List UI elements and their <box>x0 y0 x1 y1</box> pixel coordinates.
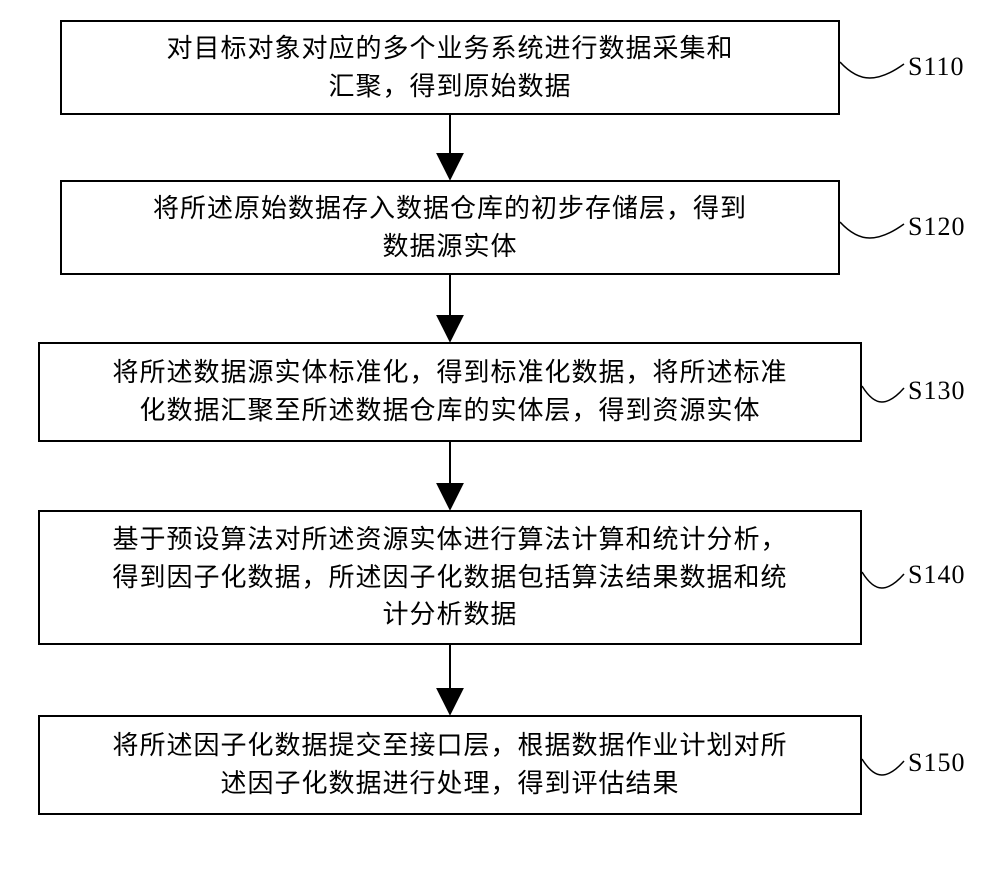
connector-s120 <box>840 208 906 248</box>
step-text-s110: 对目标对象对应的多个业务系统进行数据采集和汇聚，得到原始数据 <box>166 30 733 105</box>
step-label-s130: S130 <box>908 376 965 406</box>
step-text-s120: 将所述原始数据存入数据仓库的初步存储层，得到数据源实体 <box>153 190 747 265</box>
connector-s110 <box>840 48 906 88</box>
step-text-s150: 将所述因子化数据提交至接口层，根据数据作业计划对所述因子化数据进行处理，得到评估… <box>112 727 787 802</box>
step-text-s130: 将所述数据源实体标准化，得到标准化数据，将所述标准化数据汇聚至所述数据仓库的实体… <box>112 354 787 429</box>
step-box-s140: 基于预设算法对所述资源实体进行算法计算和统计分析，得到因子化数据，所述因子化数据… <box>38 510 862 645</box>
connector-s140 <box>862 558 906 598</box>
step-box-s150: 将所述因子化数据提交至接口层，根据数据作业计划对所述因子化数据进行处理，得到评估… <box>38 715 862 815</box>
step-label-s150: S150 <box>908 748 965 778</box>
step-box-s110: 对目标对象对应的多个业务系统进行数据采集和汇聚，得到原始数据 <box>60 20 840 115</box>
step-box-s120: 将所述原始数据存入数据仓库的初步存储层，得到数据源实体 <box>60 180 840 275</box>
step-text-s140: 基于预设算法对所述资源实体进行算法计算和统计分析，得到因子化数据，所述因子化数据… <box>112 521 787 634</box>
step-box-s130: 将所述数据源实体标准化，得到标准化数据，将所述标准化数据汇聚至所述数据仓库的实体… <box>38 342 862 442</box>
connector-s130 <box>862 372 906 412</box>
step-label-s140: S140 <box>908 560 965 590</box>
connector-s150 <box>862 745 906 785</box>
step-label-s120: S120 <box>908 212 965 242</box>
step-label-s110: S110 <box>908 52 965 82</box>
flowchart-canvas: 对目标对象对应的多个业务系统进行数据采集和汇聚，得到原始数据 S110 将所述原始数… <box>0 0 1000 886</box>
